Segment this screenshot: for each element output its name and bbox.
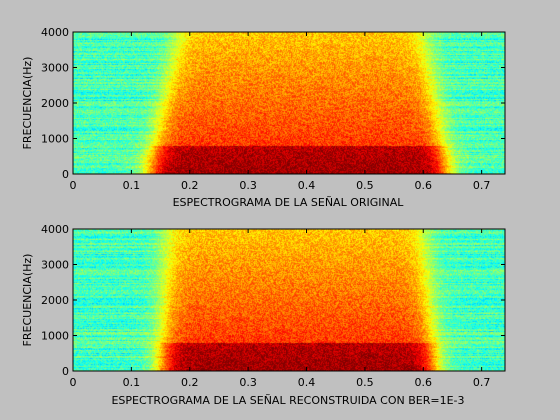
spectrogram-image [73,32,505,174]
y-tick-label: 1000 [41,133,69,146]
top-spectrogram-axes: FRECUENCIA(Hz) ESPECTROGRAMA DE LA SEÑAL… [21,26,506,209]
x-tick-label: 0.6 [415,179,433,192]
x-tick-label: 0.7 [473,179,491,192]
bottom-ylabel: FRECUENCIA(Hz) [21,254,34,347]
x-tick-label: 0.7 [473,376,491,389]
x-tick-label: 0.6 [415,376,433,389]
bottom-spectrogram-axes: FRECUENCIA(Hz) ESPECTROGRAMA DE LA SEÑAL… [21,223,506,407]
spectrogram-image [73,229,505,371]
x-tick-label: 0.2 [181,376,199,389]
x-tick-label: 0.5 [356,376,374,389]
y-tick-label: 1000 [41,330,69,343]
x-tick-label: 0.1 [123,376,141,389]
y-tick-label: 3000 [41,62,69,75]
x-tick-label: 0.3 [239,376,257,389]
x-tick-label: 0.1 [123,179,141,192]
x-tick-label: 0 [70,179,77,192]
x-tick-label: 0.4 [298,376,316,389]
x-tick-label: 0.5 [356,179,374,192]
y-tick-label: 0 [62,168,69,181]
y-tick-label: 3000 [41,259,69,272]
y-tick-label: 4000 [41,26,69,39]
y-tick-label: 0 [62,365,69,378]
x-tick-label: 0 [70,376,77,389]
y-tick-label: 2000 [41,294,69,307]
bottom-xlabel: ESPECTROGRAMA DE LA SEÑAL RECONSTRUIDA C… [111,394,464,407]
top-ylabel: FRECUENCIA(Hz) [21,57,34,150]
x-tick-label: 0.2 [181,179,199,192]
y-tick-label: 2000 [41,97,69,110]
top-xlabel: ESPECTROGRAMA DE LA SEÑAL ORIGINAL [173,196,405,209]
x-tick-label: 0.3 [239,179,257,192]
x-tick-label: 0.4 [298,179,316,192]
y-tick-label: 4000 [41,223,69,236]
